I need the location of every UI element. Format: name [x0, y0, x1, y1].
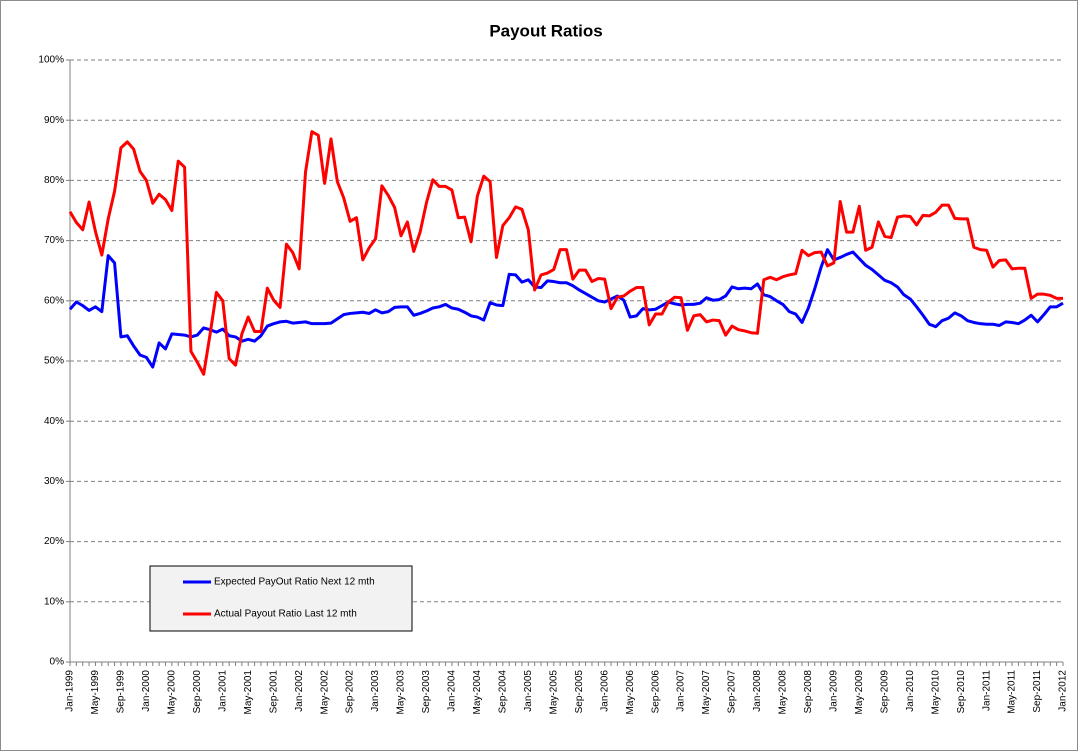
y-tick-label: 40% [44, 416, 64, 427]
y-tick-label: 60% [44, 295, 64, 306]
x-tick-label: May-2001 [243, 670, 254, 715]
x-tick-label: Sep-2003 [421, 670, 432, 714]
y-tick-label: 100% [38, 55, 64, 66]
x-tick-label: May-2006 [625, 670, 636, 715]
x-tick-label: Sep-2008 [803, 670, 814, 714]
x-tick-label: Jan-2002 [294, 670, 305, 712]
x-tick-label: Jan-2005 [523, 670, 534, 712]
x-tick-label: Jan-2012 [1058, 670, 1069, 712]
x-tick-label: Jan-2001 [217, 670, 228, 712]
x-tick-label: May-2011 [1007, 670, 1018, 714]
x-tick-label: May-2008 [778, 670, 789, 715]
x-tick-label: Jan-2003 [370, 670, 381, 712]
x-tick-label: Sep-2011 [1032, 670, 1043, 713]
x-tick-label: Jan-2011 [981, 670, 992, 711]
x-tick-label: Sep-2000 [192, 670, 203, 714]
x-tick-label: Jan-2004 [447, 670, 458, 712]
x-tick-label: May-2010 [930, 670, 941, 715]
x-tick-label: May-2009 [854, 670, 865, 715]
x-tick-label: May-2004 [472, 670, 483, 715]
y-tick-label: 20% [44, 536, 64, 547]
y-tick-label: 70% [44, 235, 64, 246]
x-tick-label: Jan-2007 [676, 670, 687, 712]
x-tick-label: Sep-2001 [268, 670, 279, 714]
x-tick-label: Jan-2009 [828, 670, 839, 712]
y-tick-label: 10% [44, 596, 64, 607]
x-tick-label: Sep-2010 [956, 670, 967, 714]
x-tick-label: Jan-1999 [65, 670, 76, 712]
legend-label: Actual Payout Ratio Last 12 mth [214, 609, 357, 620]
chart-title: Payout Ratios [489, 21, 602, 40]
x-tick-label: Sep-2007 [727, 670, 738, 714]
y-tick-label: 50% [44, 356, 64, 367]
x-tick-label: Sep-2004 [497, 670, 508, 714]
x-tick-label: Sep-2005 [574, 670, 585, 714]
x-tick-label: May-2005 [548, 670, 559, 715]
x-tick-label: May-2000 [166, 670, 177, 715]
x-tick-label: May-2007 [701, 670, 712, 715]
x-tick-label: Jan-2000 [141, 670, 152, 712]
x-tick-label: Sep-2006 [650, 670, 661, 714]
data-line [68, 248, 1064, 369]
y-tick-label: 90% [44, 115, 64, 126]
legend-box [149, 565, 413, 632]
y-tick-label: 0% [50, 657, 65, 668]
x-tick-label: Sep-1999 [116, 670, 127, 714]
x-tick-label: Jan-2008 [752, 670, 763, 712]
x-tick-label: May-2002 [319, 670, 330, 715]
legend-label: Expected PayOut Ratio Next 12 mth [214, 577, 375, 588]
x-tick-label: Jan-2010 [905, 670, 916, 712]
y-tick-label: 30% [44, 476, 64, 487]
data-line [68, 130, 1063, 376]
x-tick-label: Jan-2006 [599, 670, 610, 712]
x-tick-label: Sep-2009 [879, 670, 890, 714]
x-tick-label: May-2003 [396, 670, 407, 715]
y-tick-label: 80% [44, 175, 64, 186]
x-tick-label: Sep-2002 [345, 670, 356, 714]
legend: Expected PayOut Ratio Next 12 mth Actual … [149, 565, 413, 632]
x-tick-label: May-1999 [90, 670, 101, 715]
